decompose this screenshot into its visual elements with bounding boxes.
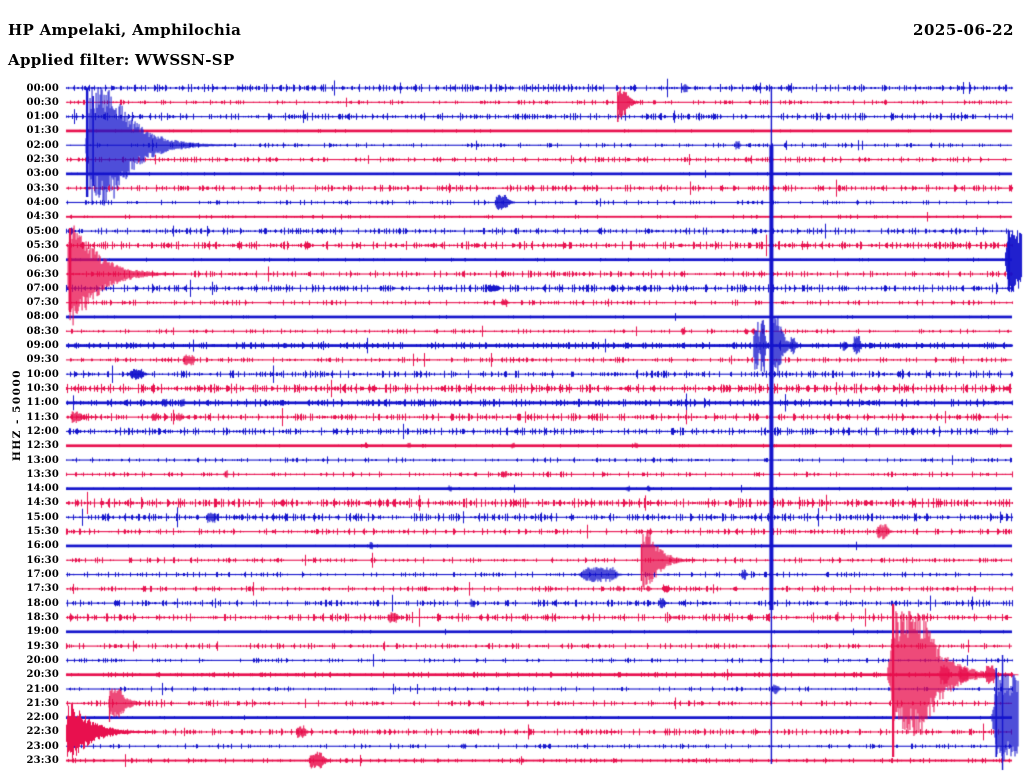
helicorder-plot-canvas [0,0,1024,780]
helicorder-page: HP Ampelaki, Amphilochia 2025-06-22 Appl… [0,0,1024,780]
